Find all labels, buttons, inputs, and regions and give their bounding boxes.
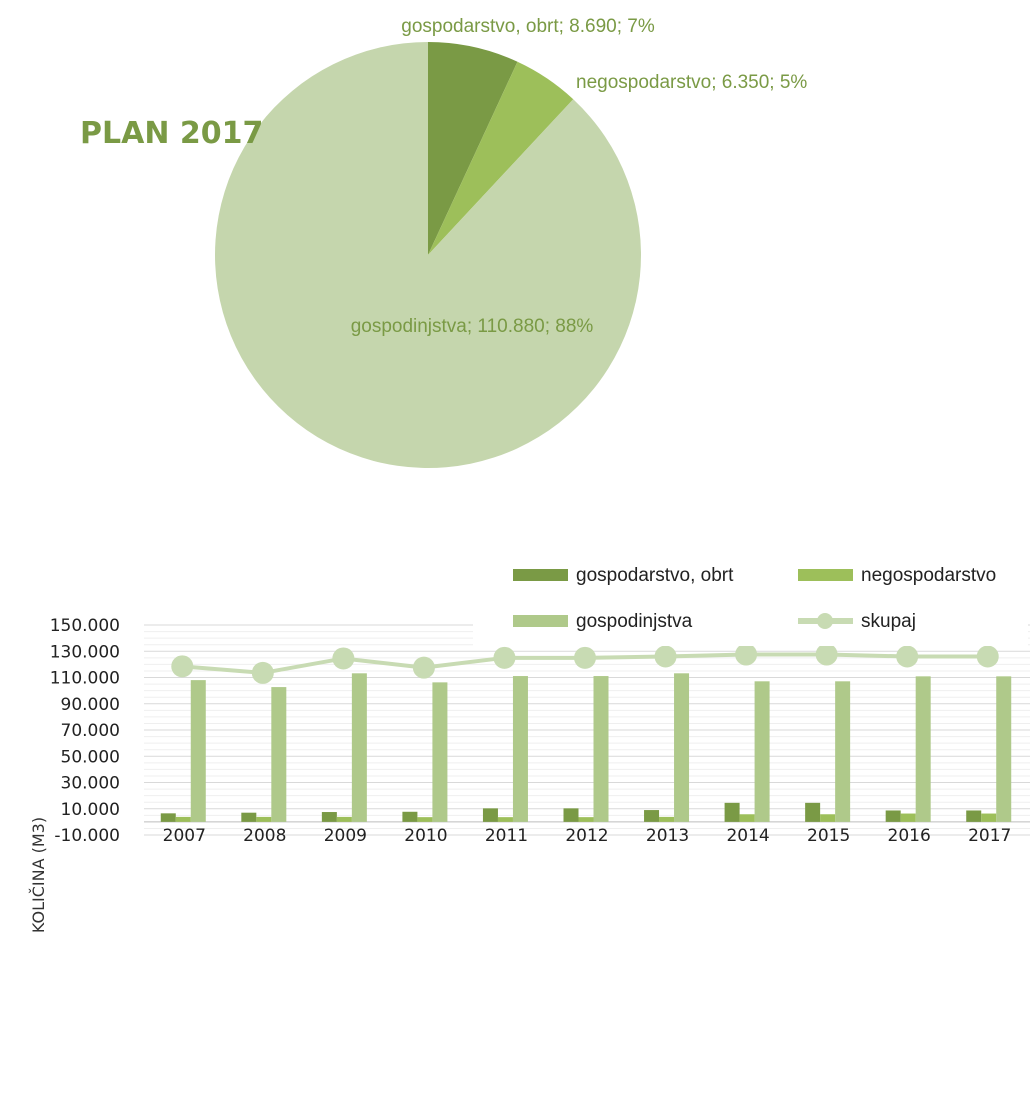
bar-gospodarstvo-obrt-2016 — [885, 810, 901, 822]
x-tick-label: 2013 — [646, 826, 689, 846]
pie-title: PLAN 2017 — [80, 116, 263, 151]
bar-negospodarstvo-2015 — [820, 814, 836, 822]
pie-slice-1 — [428, 61, 574, 256]
legend-swatch-gospodinjstva — [513, 615, 568, 627]
x-tick-label: 2010 — [404, 826, 447, 846]
pie-slice-0 — [428, 42, 518, 255]
legend: gospodarstvo, obrt negospodarstvo gospod… — [473, 556, 1028, 646]
bar-gospodarstvo-obrt-2010 — [402, 811, 418, 822]
legend-label-gospodinjstva: gospodinjstva — [576, 611, 693, 632]
point-skupaj-2016 — [896, 645, 919, 668]
legend-marker-skupaj — [817, 613, 833, 629]
bar-negospodarstvo-2016 — [900, 813, 916, 822]
point-skupaj-2009 — [332, 647, 355, 670]
y-tick-label: 90.000 — [61, 695, 120, 715]
bar-gospodarstvo-obrt-2009 — [321, 812, 337, 822]
legend-swatch-gospodarstvo — [513, 569, 568, 581]
bar-negospodarstvo-2017 — [981, 813, 997, 822]
bars — [160, 673, 1012, 822]
bar-gospodarstvo-obrt-2008 — [241, 812, 257, 822]
y-tick-label: 50.000 — [61, 747, 120, 767]
bar-gospodinjstva-2008 — [271, 687, 287, 822]
x-axis-ticks: 2007 2008 2009 2010 2011 2012 2013 2014 2015 2016… — [163, 826, 1012, 846]
bar-gospodarstvo-obrt-2012 — [563, 808, 579, 822]
x-tick-label: 2011 — [485, 826, 528, 846]
bar-gospodarstvo-obrt-2014 — [724, 802, 740, 822]
bar-gospodinjstva-2007 — [190, 680, 206, 822]
bar-negospodarstvo-2007 — [175, 816, 191, 822]
legend-label-negospodarstvo: negospodarstvo — [861, 565, 996, 586]
y-tick-label: 10.000 — [61, 800, 120, 820]
pie-label-gospodinjstva: gospodinjstva; 110.880; 88% — [351, 316, 594, 337]
x-tick-label: 2017 — [968, 826, 1011, 846]
bar-negospodarstvo-2011 — [497, 817, 513, 822]
point-skupaj-2008 — [251, 661, 274, 684]
bar-gospodinjstva-2015 — [835, 681, 851, 822]
bar-gospodinjstva-2014 — [754, 681, 770, 822]
pie-chart: PLAN 2017 gospodarstvo, obrt; 8.690; 7% … — [80, 16, 807, 468]
total-line — [171, 643, 999, 684]
y-axis-title: KOLIČINA (M3) — [29, 817, 48, 933]
x-tick-label: 2015 — [807, 826, 850, 846]
bar-line-chart: -10.000 10.000 30.000 50.000 70.000 90.000 110… — [29, 556, 1030, 933]
bar-gospodinjstva-2009 — [351, 673, 367, 822]
y-tick-label: -10.000 — [54, 826, 120, 846]
point-skupaj-2007 — [171, 655, 194, 678]
y-tick-label: 130.000 — [50, 642, 120, 662]
pie-label-negospodarstvo: negospodarstvo; 6.350; 5% — [576, 72, 807, 93]
x-tick-label: 2008 — [243, 826, 286, 846]
bar-gospodarstvo-obrt-2015 — [805, 802, 821, 822]
point-skupaj-2015 — [815, 643, 838, 666]
y-tick-label: 110.000 — [50, 669, 120, 689]
bar-gospodarstvo-obrt-2011 — [482, 808, 498, 822]
bar-negospodarstvo-2010 — [417, 817, 433, 822]
point-skupaj-2010 — [412, 656, 435, 679]
bar-negospodarstvo-2014 — [739, 814, 755, 822]
point-skupaj-2014 — [735, 643, 758, 666]
x-tick-label: 2007 — [163, 826, 206, 846]
bar-gospodinjstva-2010 — [432, 682, 448, 822]
point-skupaj-2012 — [574, 646, 596, 669]
pie-slices — [215, 42, 641, 468]
bar-negospodarstvo-2012 — [578, 817, 594, 822]
y-axis-ticks: -10.000 10.000 30.000 50.000 70.000 90.000 110… — [50, 616, 120, 846]
bar-gospodarstvo-obrt-2017 — [966, 810, 982, 822]
pie-slice-2 — [215, 42, 641, 468]
legend-swatch-negospodarstvo — [798, 569, 853, 581]
point-skupaj-2017 — [976, 645, 999, 668]
bar-gospodarstvo-obrt-2007 — [160, 813, 176, 822]
bar-gospodinjstva-2013 — [674, 673, 690, 822]
x-tick-label: 2012 — [565, 826, 608, 846]
bar-negospodarstvo-2009 — [336, 816, 352, 822]
y-tick-label: 70.000 — [61, 721, 120, 741]
y-tick-label: 30.000 — [61, 774, 120, 794]
legend-label-skupaj: skupaj — [861, 611, 916, 632]
bar-negospodarstvo-2008 — [256, 816, 272, 822]
x-tick-label: 2014 — [726, 826, 769, 846]
bar-gospodarstvo-obrt-2013 — [644, 810, 660, 822]
bar-gospodinjstva-2016 — [915, 676, 931, 822]
point-skupaj-2013 — [654, 645, 677, 668]
x-tick-label: 2016 — [888, 826, 931, 846]
bar-gospodinjstva-2017 — [996, 676, 1012, 822]
x-tick-label: 2009 — [324, 826, 367, 846]
bar-gospodinjstva-2012 — [593, 676, 609, 822]
bar-gospodinjstva-2011 — [512, 676, 528, 822]
point-skupaj-2011 — [493, 646, 516, 669]
y-tick-label: 150.000 — [50, 616, 120, 636]
pie-label-gospodarstvo: gospodarstvo, obrt; 8.690; 7% — [401, 16, 655, 37]
bar-negospodarstvo-2013 — [659, 816, 675, 822]
legend-label-gospodarstvo: gospodarstvo, obrt — [576, 565, 734, 586]
